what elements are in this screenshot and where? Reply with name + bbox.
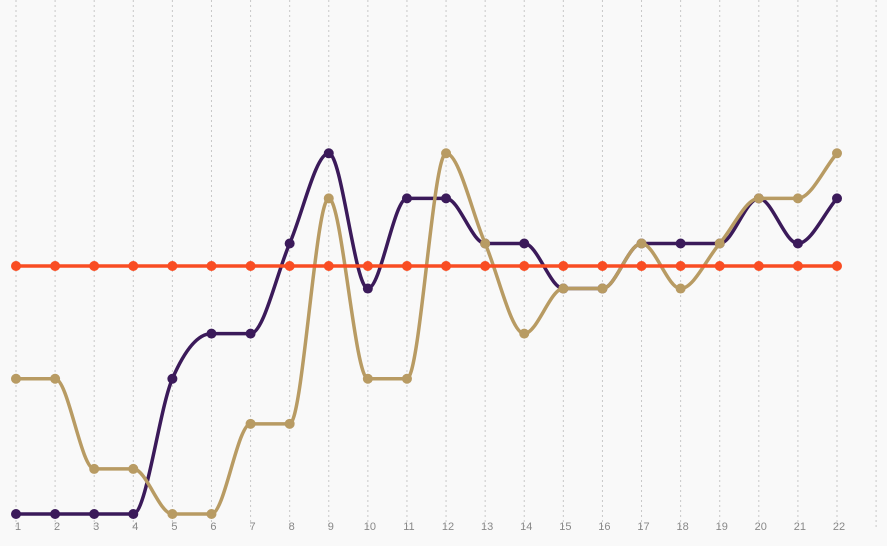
series-3-point (441, 261, 452, 272)
series-1-point (128, 509, 139, 519)
series-3-point (89, 261, 100, 272)
series-3-point (11, 261, 21, 272)
series-3-point (714, 261, 725, 272)
series-3-point (832, 261, 842, 272)
series-1-point (362, 283, 373, 294)
x-tick-label: 19 (716, 521, 728, 533)
series-2-point (753, 193, 764, 204)
series-2-point (519, 328, 530, 339)
series-1-point (401, 193, 412, 204)
x-tick-label: 12 (442, 521, 454, 533)
series-1-point (832, 193, 842, 204)
series-2-point (50, 373, 61, 384)
series-3-point (597, 261, 608, 272)
series-2-point (401, 373, 412, 384)
series-1-point (441, 193, 452, 204)
series-2-point (167, 509, 178, 519)
series-3 (11, 261, 842, 272)
series-2-point (206, 509, 217, 519)
series-3-point (753, 261, 764, 272)
series-3-point (519, 261, 530, 272)
series-2-line (14, 151, 839, 516)
series-1 (11, 148, 842, 519)
x-tick-label: 3 (93, 521, 99, 533)
x-tick-label: 14 (520, 521, 532, 533)
series-3-point (401, 261, 412, 272)
x-tick-label: 15 (559, 521, 571, 533)
series-2-point (597, 283, 608, 294)
x-tick-label: 9 (328, 521, 334, 533)
series-1-point (245, 328, 256, 339)
series-2-point (128, 463, 139, 474)
series-3-point (323, 261, 334, 272)
series-2-point (558, 283, 569, 294)
series-2-point (362, 373, 373, 384)
x-tick-label: 18 (676, 521, 688, 533)
series-2-point (792, 193, 803, 204)
x-tick-label: 8 (289, 521, 295, 533)
series-1-line (14, 151, 839, 516)
series-3-point (792, 261, 803, 272)
series-3-point (675, 261, 686, 272)
series-3-point (206, 261, 217, 272)
series-3-point (480, 261, 491, 272)
series-3-point (558, 261, 569, 272)
series-1-point (89, 509, 100, 519)
x-tick-label: 4 (132, 521, 138, 533)
series-2-point (89, 463, 100, 474)
series-2-point (284, 418, 295, 429)
series-3-point (636, 261, 647, 272)
series-2-point (245, 418, 256, 429)
series-2-point (480, 238, 491, 249)
series-2-point (636, 238, 647, 249)
series-3-point (362, 261, 373, 272)
series-1-point (792, 238, 803, 249)
series-2 (11, 148, 842, 519)
series-1-point (284, 238, 295, 249)
x-tick-label: 5 (171, 521, 177, 533)
series-3-point (245, 261, 256, 272)
series-3-point (167, 261, 178, 272)
x-tick-label: 1 (15, 521, 21, 533)
series-1-point (11, 509, 21, 519)
x-tick-label: 17 (637, 521, 649, 533)
series-1-point (206, 328, 217, 339)
series-1-point (323, 148, 334, 159)
series-2-point (441, 148, 452, 159)
x-tick-label: 7 (250, 521, 256, 533)
x-tick-label: 16 (598, 521, 610, 533)
series-group (11, 148, 842, 519)
x-tick-label: 13 (481, 521, 493, 533)
series-2-point (323, 193, 334, 204)
x-tick-label: 6 (210, 521, 216, 533)
x-tick-label: 20 (755, 521, 767, 533)
series-2-point (11, 373, 21, 384)
series-1-point (167, 373, 178, 384)
x-tick-label: 22 (833, 521, 845, 533)
series-3-point (50, 261, 61, 272)
x-axis: 1 2 3 4 5 6 7 8 9 10 11 12 13 14 15 16 17 18 19 20 21 22 (15, 521, 845, 533)
series-2-point (675, 283, 686, 294)
series-2-point (714, 238, 725, 249)
series-3-point (128, 261, 139, 272)
x-tick-label: 2 (54, 521, 60, 533)
x-tick-label: 21 (794, 521, 806, 533)
series-2-point (832, 148, 842, 159)
series-1-point (519, 238, 530, 249)
x-tick-label: 10 (364, 521, 376, 533)
series-1-point (50, 509, 61, 519)
series-3-point (284, 261, 295, 272)
x-tick-label: 11 (403, 521, 414, 533)
series-1-point (675, 238, 686, 249)
